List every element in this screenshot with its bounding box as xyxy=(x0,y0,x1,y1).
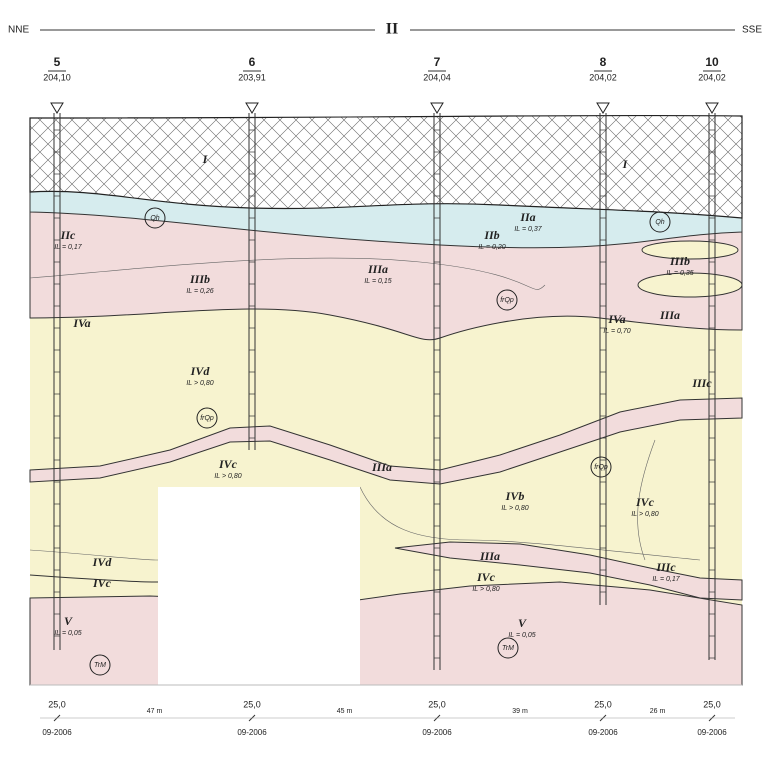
borehole-marker xyxy=(50,102,64,114)
layer-label: IIa xyxy=(519,210,535,224)
layer-label: V xyxy=(518,616,527,630)
layer-label: IIIa xyxy=(371,460,392,474)
symbol-circle xyxy=(196,407,218,429)
layer-label: IVa xyxy=(72,316,90,330)
layer-label: IVc xyxy=(635,495,655,509)
layer-label: IIIc xyxy=(655,560,676,574)
layer-index: IL = 0,35 xyxy=(666,270,693,277)
borehole-marker xyxy=(596,102,610,114)
symbol-circle xyxy=(497,637,519,659)
layer-index: IL = 0,05 xyxy=(54,630,81,637)
layer-label: I xyxy=(622,157,629,171)
boundary xyxy=(637,439,656,561)
layer-index: IL > 0,80 xyxy=(501,505,528,512)
spacing: 47 m xyxy=(147,708,163,715)
borehole-depth: 25,0 xyxy=(428,699,446,709)
borehole-number: 10 xyxy=(705,55,719,69)
layer-index: IL = 0,17 xyxy=(54,244,82,251)
borehole-marker xyxy=(705,102,719,114)
layer-index: IL > 0,80 xyxy=(214,473,241,480)
borehole-number: 7 xyxy=(434,55,441,69)
borehole-depth: 25,0 xyxy=(243,699,261,709)
symbol: Qh xyxy=(655,219,664,226)
symbol-circle xyxy=(496,289,518,311)
lens-iiic xyxy=(394,541,743,601)
layer-label: IIIa xyxy=(479,549,500,563)
borehole-date: 09-2006 xyxy=(697,728,727,737)
borehole-marker xyxy=(245,102,259,114)
borehole-marker xyxy=(430,102,444,114)
layer-label: IIIa xyxy=(659,308,680,322)
borehole-date: 09-2006 xyxy=(237,728,267,737)
borehole-elevation: 204,10 xyxy=(43,72,71,82)
layer-index: IL = 0,26 xyxy=(186,288,213,295)
direction-right: SSE xyxy=(742,25,762,36)
layer-index: IL > 0,80 xyxy=(186,380,213,387)
layer-label: IIIc xyxy=(691,376,712,390)
layer-label: IVd xyxy=(190,364,211,378)
layer-label: IVd xyxy=(92,555,113,569)
borehole-date: 09-2006 xyxy=(422,728,452,737)
layer-label: IVa xyxy=(607,312,625,326)
boundary xyxy=(29,257,546,290)
layer-label: IVc xyxy=(476,570,496,584)
spacing: 45 m xyxy=(337,708,353,715)
borehole-date: 09-2006 xyxy=(42,728,72,737)
borehole-number: 6 xyxy=(249,55,256,69)
layer-index: IL = 0,05 xyxy=(508,632,535,639)
borehole-elevation: 204,02 xyxy=(698,72,726,82)
symbol: Qh xyxy=(150,215,159,222)
layer-label: IVb xyxy=(505,489,525,503)
symbol-circle xyxy=(89,654,111,676)
layer-label: I xyxy=(202,152,209,166)
borehole-depth: 25,0 xyxy=(703,699,721,709)
boundary xyxy=(29,549,159,561)
boundary xyxy=(359,486,701,561)
symbol-circle xyxy=(649,211,671,233)
layer-v xyxy=(29,581,743,686)
layer-index: IL = 0,17 xyxy=(652,576,680,583)
layer-label: IIIa xyxy=(367,262,388,276)
direction-left: NNE xyxy=(8,25,29,36)
layer-index: IL = 0,37 xyxy=(514,226,542,233)
layer-index: IL > 0,80 xyxy=(472,586,499,593)
symbol: TrM xyxy=(502,645,514,652)
layer-label: IIc xyxy=(60,228,76,242)
boundary xyxy=(29,574,159,583)
layer-index: IL = 0,70 xyxy=(603,328,630,335)
borehole-depth: 25,0 xyxy=(48,699,66,709)
symbol: TrM xyxy=(94,662,106,669)
layer-label: IIb xyxy=(483,228,499,242)
blank-area xyxy=(158,487,360,686)
spacing: 39 m xyxy=(512,708,528,715)
borehole-elevation: 204,02 xyxy=(589,72,617,82)
borehole-date: 09-2006 xyxy=(588,728,618,737)
layer-index: IL = 0,20 xyxy=(478,244,505,251)
lens xyxy=(637,272,743,298)
layer-label: IIIb xyxy=(189,272,210,286)
borehole-number: 8 xyxy=(600,55,607,69)
borehole-depth: 25,0 xyxy=(594,699,612,709)
layer-index: IL > 0,80 xyxy=(631,511,658,518)
section-title: II xyxy=(386,21,398,38)
layer-index: IL = 0,15 xyxy=(364,278,391,285)
borehole-elevation: 204,04 xyxy=(423,72,451,82)
lens xyxy=(641,240,739,260)
layer-label: V xyxy=(64,614,73,628)
layer-label: IIIb xyxy=(669,254,690,268)
symbol: frQp xyxy=(200,415,214,422)
spacing: 26 m xyxy=(650,708,666,715)
symbol-circle xyxy=(144,207,166,229)
borehole-elevation: 203,91 xyxy=(238,72,266,82)
lens-iiia xyxy=(29,397,743,485)
symbol-circle xyxy=(590,456,612,478)
layer-i xyxy=(29,114,743,219)
symbol: frQp xyxy=(594,464,608,471)
layer-label: IVc xyxy=(92,576,112,590)
symbol: frQp xyxy=(500,297,514,304)
borehole-number: 5 xyxy=(54,55,61,69)
layer-label: IVc xyxy=(218,457,238,471)
